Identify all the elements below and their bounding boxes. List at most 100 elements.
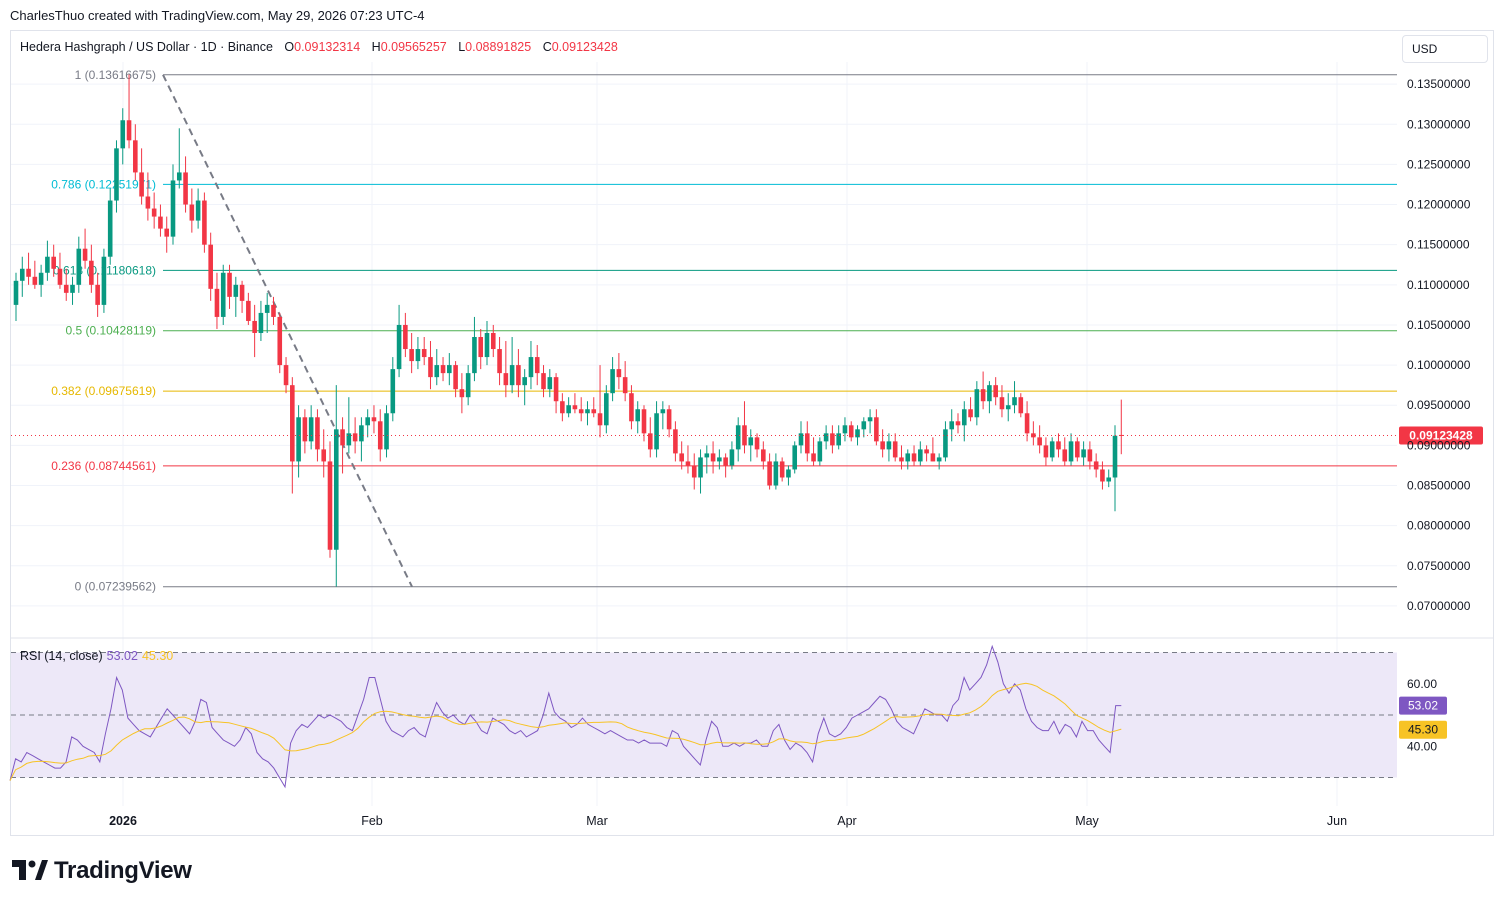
candle-body	[396, 324, 402, 370]
candle-body	[773, 461, 779, 486]
candle-body	[704, 453, 710, 458]
candle-body	[246, 300, 251, 321]
candle-body	[679, 453, 684, 462]
candle-body	[666, 409, 672, 430]
time-axis: 2026 Feb Mar Apr May Jun	[109, 814, 1347, 828]
candle-body	[899, 457, 904, 462]
candle-body	[817, 441, 823, 462]
candle-body	[434, 365, 440, 378]
candle-body	[302, 417, 308, 442]
candle-body	[283, 365, 289, 386]
candle-body	[541, 373, 546, 390]
candle-body	[585, 409, 590, 414]
candle-body	[327, 461, 333, 550]
candle-body	[848, 425, 854, 438]
candle-body	[189, 204, 195, 221]
fib-level-label: 0.5 (0.10428119)	[65, 324, 156, 338]
candle-body	[170, 180, 176, 237]
rsi-title: RSI (14, close)	[20, 649, 103, 663]
tradingview-logo[interactable]: TradingView	[12, 856, 192, 886]
candle-body	[195, 200, 201, 221]
open-value: 0.09132314	[294, 40, 361, 54]
candle-body	[792, 445, 798, 470]
close-label: C	[542, 40, 552, 54]
candle-body	[176, 172, 182, 181]
candle-body	[82, 248, 88, 261]
candle-body	[296, 417, 301, 462]
candle-body	[465, 373, 471, 398]
candle-body	[252, 320, 257, 333]
rsi-value-badge	[1399, 696, 1447, 715]
candle-body	[220, 272, 226, 317]
fib-level-label: 1 (0.13616675)	[75, 68, 156, 82]
candle-body	[233, 284, 239, 297]
candle-body	[993, 385, 998, 398]
candle-body	[139, 172, 144, 197]
candle-body	[1087, 449, 1093, 462]
candle-body	[560, 401, 565, 414]
candle-body	[409, 349, 414, 362]
candle-body	[516, 365, 521, 386]
candle-body	[271, 304, 276, 317]
candle-body	[1037, 437, 1042, 446]
candle-body	[591, 409, 597, 414]
candle-body	[980, 389, 986, 402]
candle-body	[126, 120, 132, 141]
candle-body	[610, 369, 615, 394]
candle-body	[578, 409, 584, 414]
candle-body	[836, 433, 841, 446]
candle-body	[290, 385, 295, 462]
symbol-title: Hedera Hashgraph / US Dollar · 1D · Bina…	[20, 40, 273, 54]
candle-body	[133, 140, 138, 173]
candle-body	[490, 332, 496, 350]
candle-body	[597, 413, 603, 426]
candle-body	[13, 280, 19, 305]
price-tick-label: 0.09000000	[1407, 438, 1471, 452]
candle-body	[1049, 441, 1055, 458]
fib-level-label: 0.786 (0.12251971)	[51, 177, 156, 191]
currency-button[interactable]: USD	[1402, 35, 1488, 63]
candle-body	[158, 216, 163, 229]
candle-body	[227, 272, 232, 297]
candle-body	[629, 393, 634, 422]
candle-body	[911, 453, 917, 462]
candle-body	[509, 365, 515, 386]
candle-body	[239, 284, 245, 301]
rsi-ma-line	[9, 682, 1122, 781]
candle-body	[421, 349, 427, 358]
rsi-value-badge-label: 53.02	[1408, 699, 1438, 713]
open-label: O	[284, 40, 295, 54]
price-tick-label: 0.07000000	[1407, 599, 1471, 613]
candle-body	[484, 332, 490, 358]
candle-body	[377, 421, 383, 450]
time-tick-label: May	[1075, 814, 1099, 828]
rsi-value: 53.02	[106, 649, 138, 663]
candle-body	[673, 429, 678, 454]
low-label: L	[458, 40, 466, 54]
trend-line	[162, 74, 413, 588]
candle-body	[735, 425, 741, 450]
candle-body	[892, 441, 898, 458]
price-tick-label: 0.10000000	[1407, 358, 1471, 372]
candle-body	[503, 373, 509, 386]
candle-body	[459, 389, 465, 398]
time-tick-label: Jun	[1327, 814, 1347, 828]
low-value: 0.08891825	[465, 40, 532, 54]
candle-body	[26, 268, 31, 277]
candle-body	[830, 433, 835, 446]
candle-body	[340, 429, 345, 446]
candle-body	[622, 377, 628, 394]
candle-body	[1118, 434, 1124, 436]
candle-body	[855, 429, 860, 438]
candle-body	[145, 196, 151, 209]
time-tick-label: Apr	[837, 814, 856, 828]
fib-trend-line	[162, 74, 413, 588]
candle-body	[729, 449, 735, 466]
candle-body	[497, 349, 502, 374]
price-axis: 0.13500000 0.13000000 0.12500000 0.12000000…	[1407, 77, 1471, 613]
candle-body	[76, 248, 82, 285]
chart-panel[interactable]	[10, 30, 1494, 836]
